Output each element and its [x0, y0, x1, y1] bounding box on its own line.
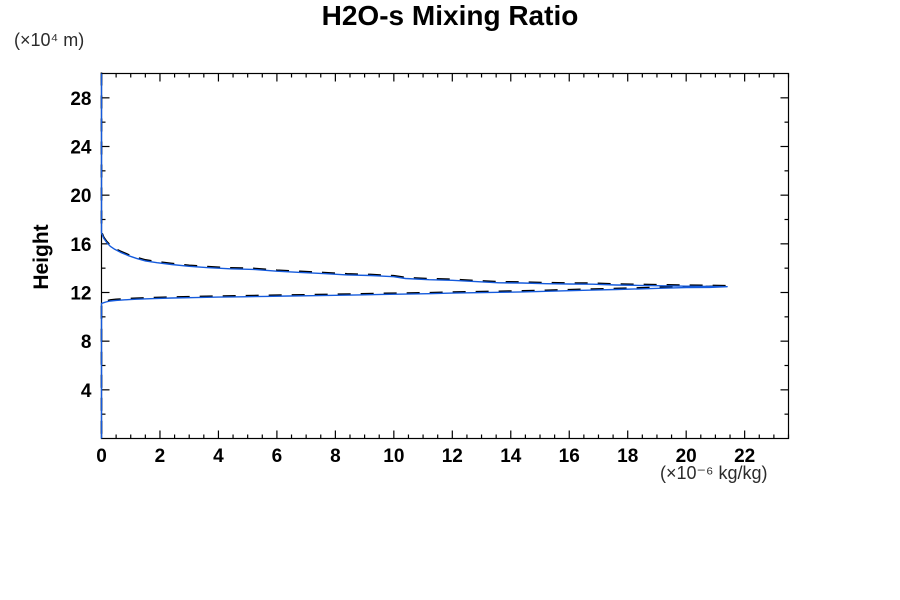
series-dashed-line	[100, 72, 728, 438]
x-tick-label: 20	[676, 446, 697, 467]
x-tick-label: 18	[617, 446, 638, 467]
x-tick-label: 8	[330, 446, 341, 467]
plot-frame	[100, 72, 790, 440]
y-tick-label: 8	[81, 332, 92, 353]
x-tick-label: 14	[500, 446, 522, 467]
y-tick-label: 20	[70, 186, 91, 207]
x-tick-label: 12	[442, 446, 463, 467]
x-tick-label: 16	[559, 446, 580, 467]
y-tick-label: 28	[70, 89, 91, 110]
x-tick-label: 6	[272, 446, 283, 467]
x-tick-label: 2	[155, 446, 166, 467]
y-axis-title: Height	[30, 224, 53, 290]
x-axis-unit-label: (×10⁻⁶ kg/kg)	[660, 463, 768, 483]
x-tick-label: 0	[96, 446, 107, 467]
x-tick-label: 10	[383, 446, 404, 467]
chart-title: H2O-s Mixing Ratio	[321, 0, 579, 31]
y-axis-unit-label: (×10⁴ m)	[14, 30, 85, 50]
series-solid-line	[100, 73, 728, 439]
y-tick-label: 4	[81, 381, 92, 402]
y-tick-label: 12	[70, 284, 91, 305]
x-tick-label: 4	[213, 446, 224, 467]
y-tick-label: 24	[70, 138, 92, 159]
x-tick-label: 22	[734, 446, 755, 467]
y-tick-label: 16	[70, 235, 91, 256]
